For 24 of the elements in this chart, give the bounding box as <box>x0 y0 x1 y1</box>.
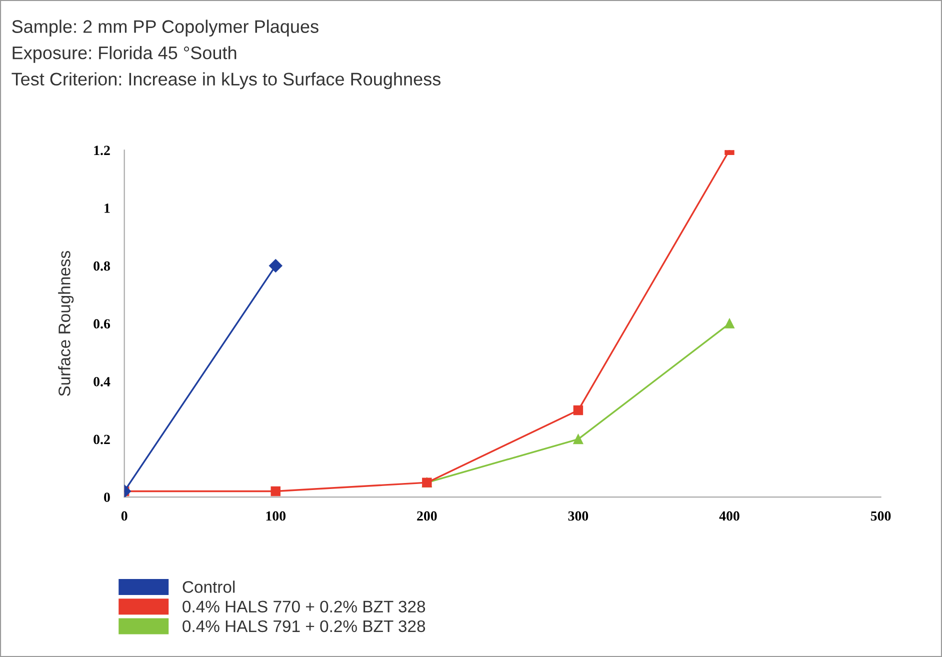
legend-label: 0.4% HALS 791 + 0.2% BZT 328 <box>182 620 426 632</box>
y-tick-label: 0 <box>104 492 110 502</box>
y-tick-label: 0.8 <box>94 261 110 271</box>
y-tick-label: 1 <box>104 204 110 213</box>
point <box>270 486 280 496</box>
y-tick-label: 0.4 <box>94 376 110 386</box>
chart-subtitle: Exposure: Florida 45 °South <box>12 46 236 63</box>
point <box>573 405 584 416</box>
point <box>724 318 734 328</box>
x-tick-label: 0 <box>121 511 128 521</box>
x-tick-label: 400 <box>719 511 740 521</box>
y-axis-title: Surface Roughness <box>58 250 74 396</box>
legend-label: 0.4% HALS 770 + 0.2% BZT 328 <box>182 600 426 613</box>
x-tick-label: 500 <box>870 511 891 521</box>
text: Test Criterion: Increase in kLys to Surface Roughness <box>12 72 440 90</box>
y-tick-label: 1.2 <box>94 146 110 156</box>
legend-label: Control <box>182 580 235 593</box>
y-tick-label: 0.6 <box>94 319 110 329</box>
x-tick-label: 100 <box>266 511 286 521</box>
x-tick-label: 300 <box>568 511 588 521</box>
point <box>573 434 584 444</box>
y-tick-label: 0.2 <box>94 434 110 444</box>
chart-title: Sample: 2 mm PP Copolymer Plaques <box>12 20 318 37</box>
x-tick-label: 200 <box>417 511 437 521</box>
